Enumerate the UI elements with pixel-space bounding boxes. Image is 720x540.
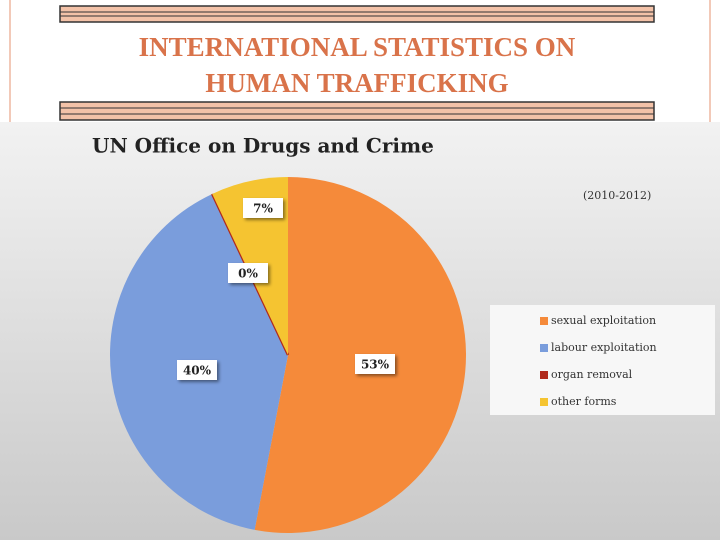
legend-swatch xyxy=(540,317,548,325)
legend-swatch xyxy=(540,371,548,379)
legend-label: labour exploitation xyxy=(551,341,657,354)
data-label: 7% xyxy=(253,202,273,216)
title: INTERNATIONAL STATISTICS ON xyxy=(139,32,576,62)
data-label: 40% xyxy=(183,364,212,378)
label-box xyxy=(177,360,217,380)
legend-swatch xyxy=(540,398,548,406)
legend-swatch xyxy=(540,344,548,352)
label-box xyxy=(228,263,268,283)
label-box xyxy=(243,198,283,218)
data-label: 0% xyxy=(238,267,258,281)
label-box xyxy=(355,354,395,374)
data-label: 53% xyxy=(361,358,390,372)
legend-label: sexual exploitation xyxy=(551,314,656,327)
annotation: (2010-2012) xyxy=(583,189,651,202)
title: HUMAN TRAFFICKING xyxy=(205,68,508,98)
legend xyxy=(490,305,715,415)
chart-title: UN Office on Drugs and Crime xyxy=(92,134,434,158)
legend-label: organ removal xyxy=(551,368,633,381)
top-bar xyxy=(59,5,655,23)
title-bar xyxy=(59,101,655,121)
legend-label: other forms xyxy=(551,395,617,408)
